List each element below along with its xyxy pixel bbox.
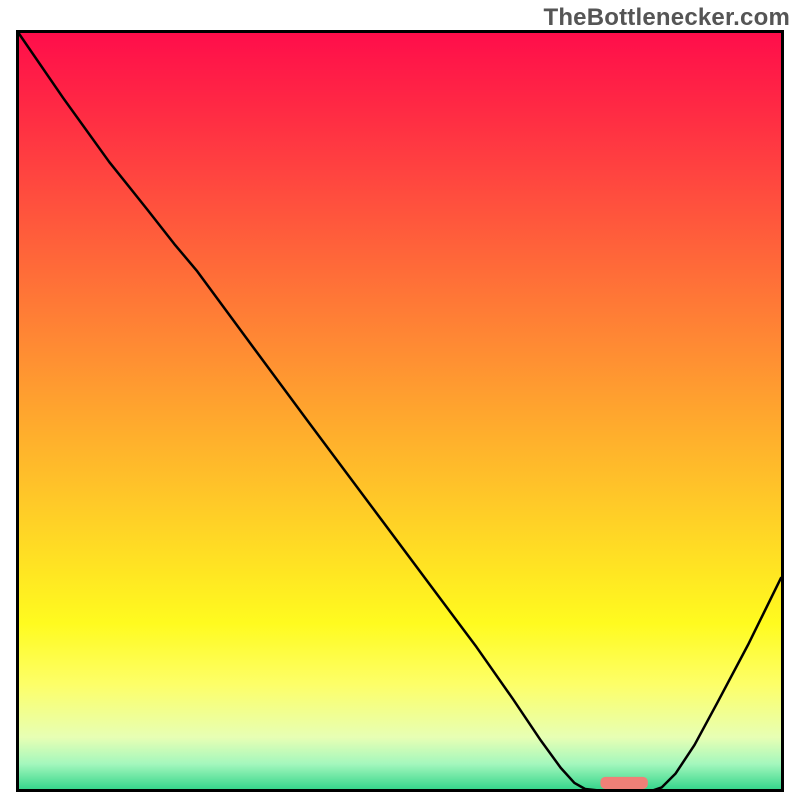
plot-area	[16, 30, 784, 792]
chart-container: TheBottlenecker.com	[0, 0, 800, 800]
plot-background	[18, 32, 783, 791]
marker	[600, 777, 647, 789]
plot-svg	[16, 30, 784, 792]
watermark-text: TheBottlenecker.com	[543, 4, 790, 32]
